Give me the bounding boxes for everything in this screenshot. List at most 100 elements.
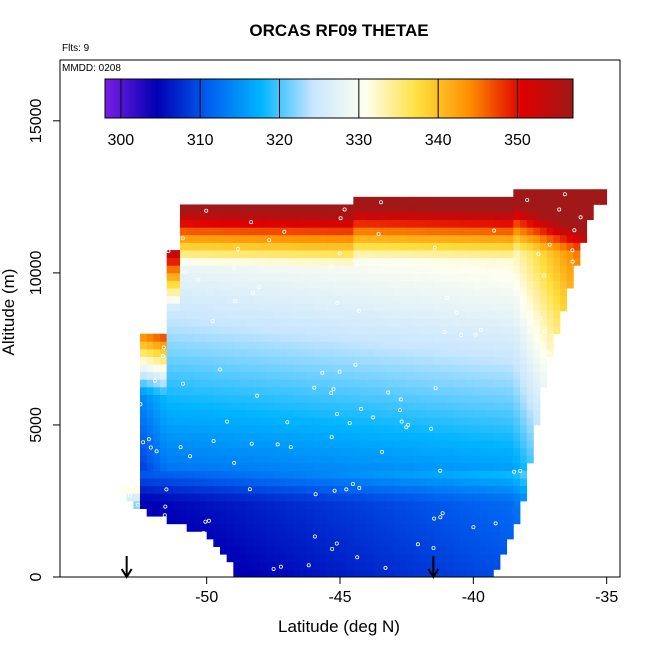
heatmap-cell <box>460 265 468 274</box>
heatmap-cell <box>520 417 528 426</box>
heatmap-cell <box>526 326 534 335</box>
heatmap-cell <box>226 310 234 319</box>
heatmap-cell <box>520 288 528 297</box>
heatmap-cell <box>186 204 194 213</box>
observation-point <box>570 248 575 253</box>
heatmap-cell <box>480 242 488 251</box>
heatmap-cell <box>486 265 494 274</box>
heatmap-cell <box>373 303 381 312</box>
heatmap-cell <box>433 212 441 221</box>
heatmap-cell <box>466 219 474 228</box>
heatmap-cell <box>173 326 181 335</box>
heatmap-cell <box>466 326 474 335</box>
heatmap-cell <box>406 561 414 570</box>
heatmap-cell <box>353 212 361 221</box>
heatmap-cell <box>266 280 274 289</box>
heatmap-cell <box>426 204 434 213</box>
observation-point <box>431 546 436 551</box>
heatmap-cell <box>486 219 494 228</box>
heatmap-cell <box>340 569 348 577</box>
heatmap-cell <box>226 417 234 426</box>
heatmap-cell <box>473 493 481 502</box>
heatmap-cell <box>280 554 288 563</box>
heatmap-cell <box>526 386 534 395</box>
heatmap-cell <box>213 288 221 297</box>
heatmap-cell <box>373 364 381 373</box>
heatmap-cell <box>293 546 301 555</box>
heatmap-cell <box>300 310 308 319</box>
heatmap-cell <box>433 462 441 471</box>
heatmap-cell <box>346 227 354 236</box>
heatmap-cell <box>380 280 388 289</box>
heatmap-cell <box>380 318 388 327</box>
observation-point <box>235 246 240 251</box>
heatmap-cell <box>166 272 174 281</box>
heatmap-cell <box>380 417 388 426</box>
heatmap-cell <box>513 371 521 380</box>
heatmap-cell <box>206 303 214 312</box>
heatmap-cell <box>546 280 554 289</box>
heatmap-cell <box>500 455 508 464</box>
heatmap-cell <box>186 493 194 502</box>
heatmap-cell <box>273 508 281 517</box>
heatmap-cell <box>600 196 608 205</box>
heatmap-cell <box>306 554 314 563</box>
heatmap-cell <box>200 478 208 487</box>
heatmap-cell <box>213 318 221 327</box>
heatmap-cell <box>553 204 561 213</box>
heatmap-cell <box>280 250 288 259</box>
heatmap-cell <box>386 424 394 433</box>
heatmap-cell <box>560 196 568 205</box>
heatmap-cell <box>240 440 248 449</box>
heatmap-cell <box>220 257 228 266</box>
heatmap-cell <box>240 462 248 471</box>
heatmap-cell <box>386 478 394 487</box>
heatmap-cell <box>200 523 208 532</box>
heatmap-cell <box>446 310 454 319</box>
heatmap-cell <box>226 462 234 471</box>
heatmap-cell <box>413 478 421 487</box>
heatmap-cell <box>293 333 301 342</box>
heatmap-cell <box>393 272 401 281</box>
heatmap-cell <box>440 462 448 471</box>
heatmap-cell <box>300 554 308 563</box>
heatmap-cell <box>366 478 374 487</box>
heatmap-cell <box>520 478 528 487</box>
heatmap-cell <box>266 219 274 228</box>
heatmap-cell <box>366 546 374 555</box>
heatmap-cell <box>426 356 434 365</box>
heatmap-cell <box>473 227 481 236</box>
heatmap-cell <box>386 242 394 251</box>
heatmap-cell <box>573 242 581 251</box>
heatmap-cell <box>146 333 154 342</box>
observation-point <box>337 251 342 256</box>
heatmap-cell <box>540 250 548 259</box>
heatmap-cell <box>506 432 514 441</box>
heatmap-cell <box>220 455 228 464</box>
heatmap-cell <box>353 219 361 228</box>
heatmap-cell <box>380 303 388 312</box>
heatmap-cell <box>286 538 294 547</box>
heatmap-cell <box>553 280 561 289</box>
heatmap-cell <box>446 432 454 441</box>
heatmap-cell <box>460 516 468 525</box>
heatmap-cell <box>253 326 261 335</box>
heatmap-cell <box>493 280 501 289</box>
heatmap-cell <box>213 371 221 380</box>
heatmap-cell <box>140 394 148 403</box>
heatmap-cell <box>486 402 494 411</box>
heatmap-cell <box>260 493 268 502</box>
heatmap-cell <box>360 508 368 517</box>
heatmap-cell <box>453 569 461 577</box>
heatmap-cell <box>413 333 421 342</box>
heatmap-cell <box>206 379 214 388</box>
heatmap-cell <box>233 234 241 243</box>
heatmap-cell <box>400 288 408 297</box>
heatmap-cell <box>480 356 488 365</box>
heatmap-cell <box>153 417 161 426</box>
heatmap-cell <box>460 402 468 411</box>
heatmap-cell <box>253 219 261 228</box>
heatmap-cell <box>286 250 294 259</box>
heatmap-cell <box>373 462 381 471</box>
heatmap-cell <box>406 546 414 555</box>
